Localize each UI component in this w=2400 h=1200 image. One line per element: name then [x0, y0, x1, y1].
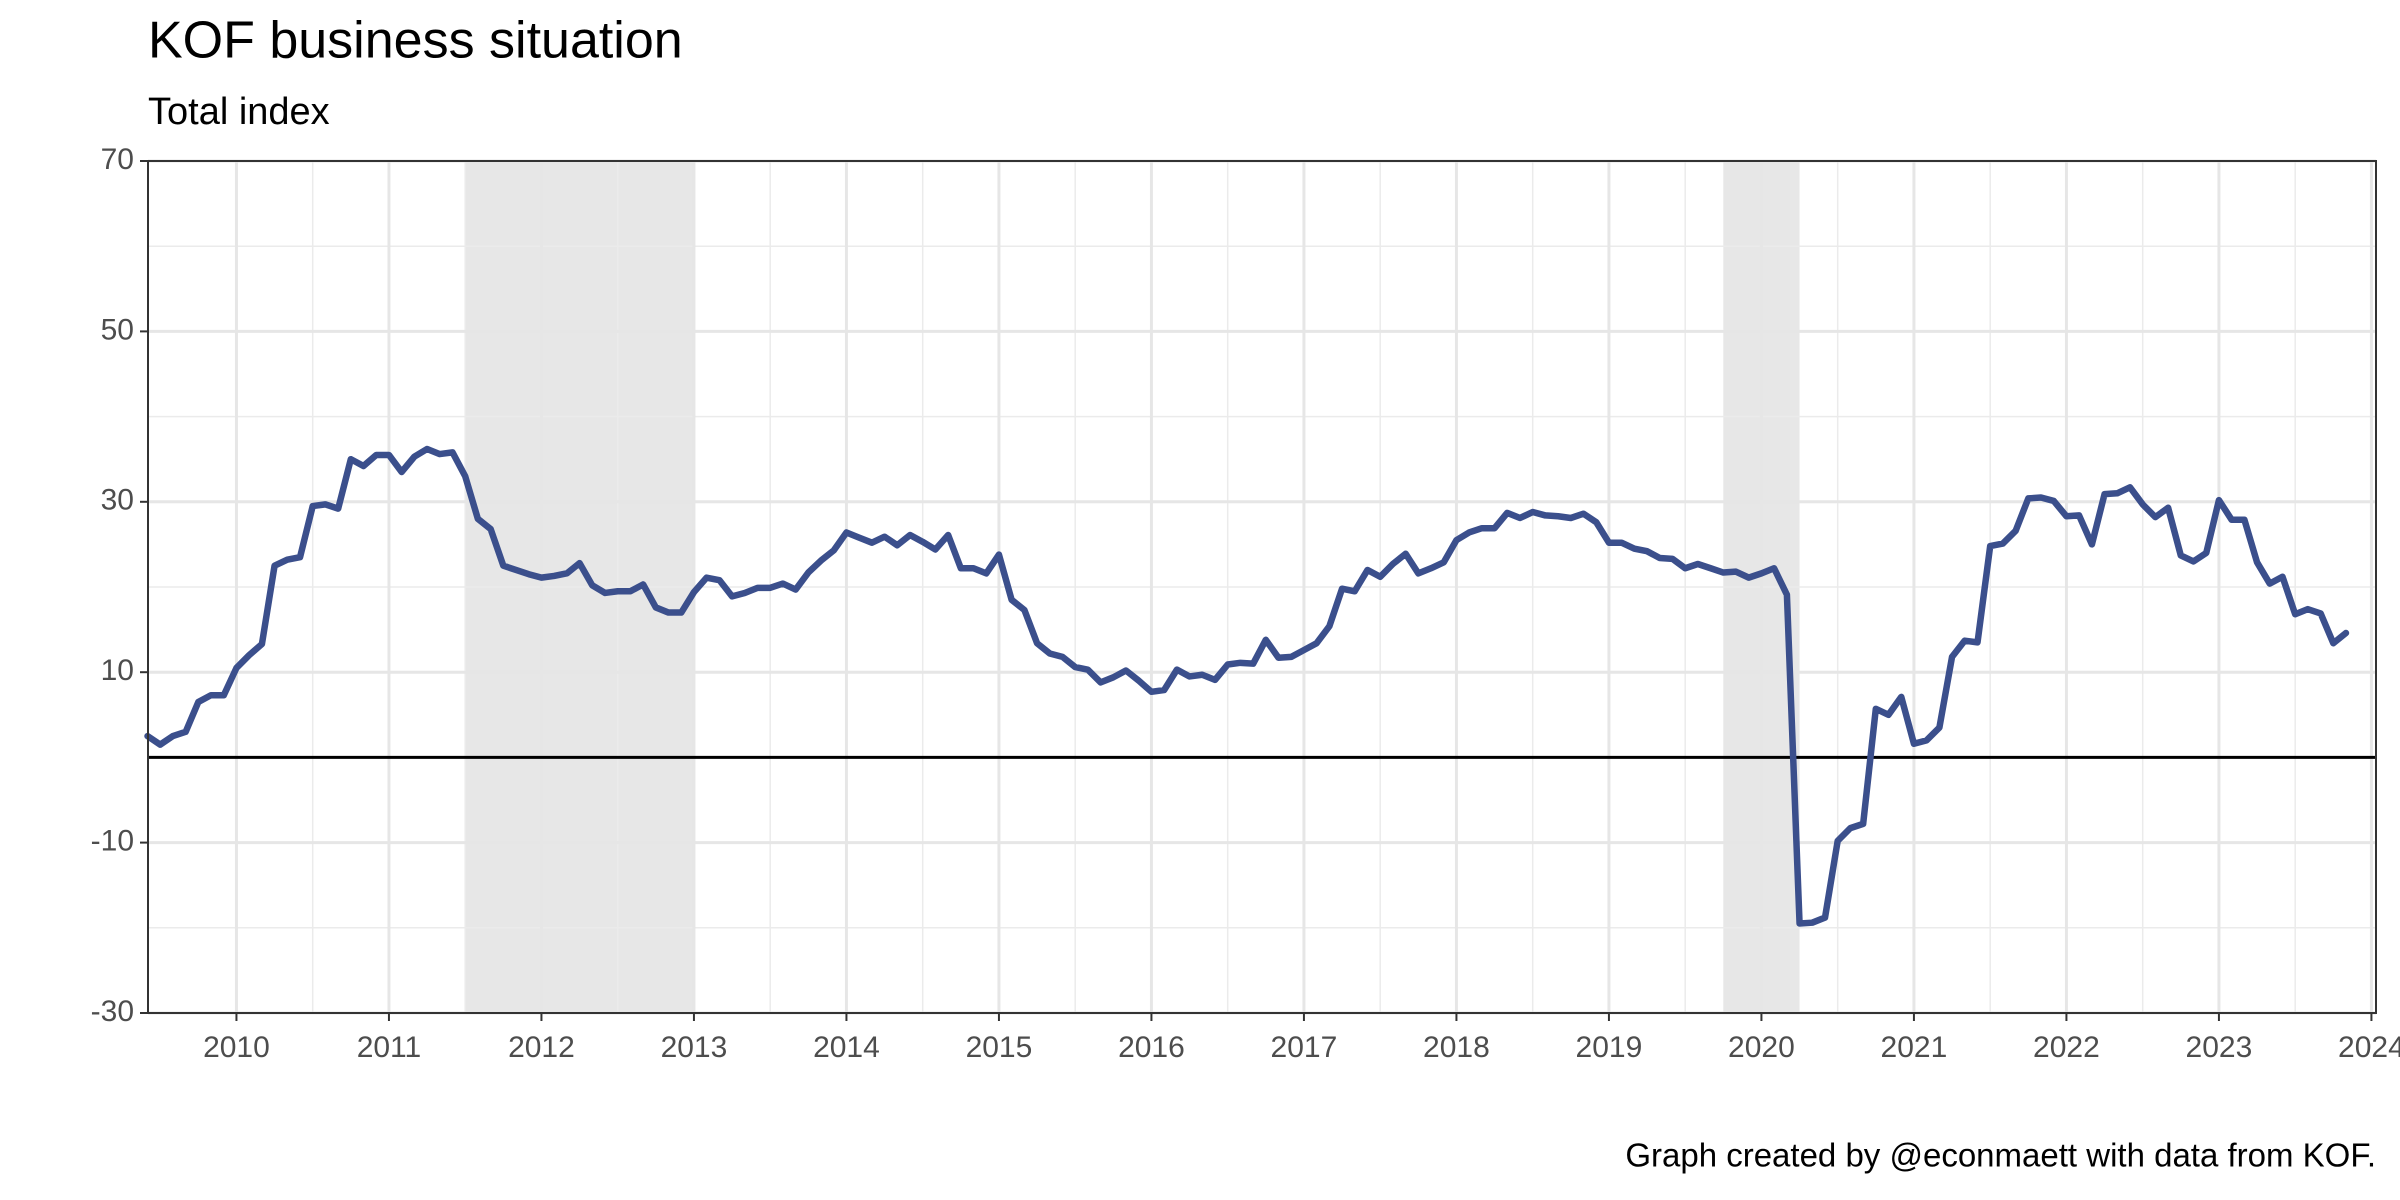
x-tick-label: 2011	[357, 1031, 422, 1064]
y-tick-label: 50	[101, 313, 134, 346]
x-tick-label: 2021	[1881, 1031, 1948, 1064]
y-tick-label: 10	[101, 654, 134, 687]
x-tick-label: 2013	[661, 1031, 728, 1064]
chart-subtitle: Total index	[148, 91, 330, 133]
x-tick-label: 2018	[1423, 1031, 1490, 1064]
data-line	[144, 445, 2350, 927]
x-tick-label: 2024	[2338, 1031, 2400, 1064]
x-tick-label: 2014	[813, 1031, 880, 1064]
panel-border	[147, 160, 2377, 1014]
x-tick-label: 2020	[1728, 1031, 1795, 1064]
x-tick-label: 2016	[1118, 1031, 1185, 1064]
x-tick-label: 2019	[1576, 1031, 1643, 1064]
x-tick-label: 2022	[2033, 1031, 2100, 1064]
x-tick-label: 2015	[966, 1031, 1033, 1064]
chart-title: KOF business situation	[148, 12, 683, 70]
y-tick-label: -10	[91, 825, 134, 858]
y-tick-label: 30	[101, 484, 134, 517]
x-tick-label: 2017	[1271, 1031, 1338, 1064]
x-tick-label: 2023	[2186, 1031, 2253, 1064]
x-tick-label: 2010	[203, 1031, 270, 1064]
x-tick-label: 2012	[508, 1031, 575, 1064]
y-tick-label: 70	[101, 143, 134, 176]
y-tick-label: -30	[91, 995, 134, 1028]
caption: Graph created by @econmaett with data fr…	[1625, 1137, 2376, 1174]
